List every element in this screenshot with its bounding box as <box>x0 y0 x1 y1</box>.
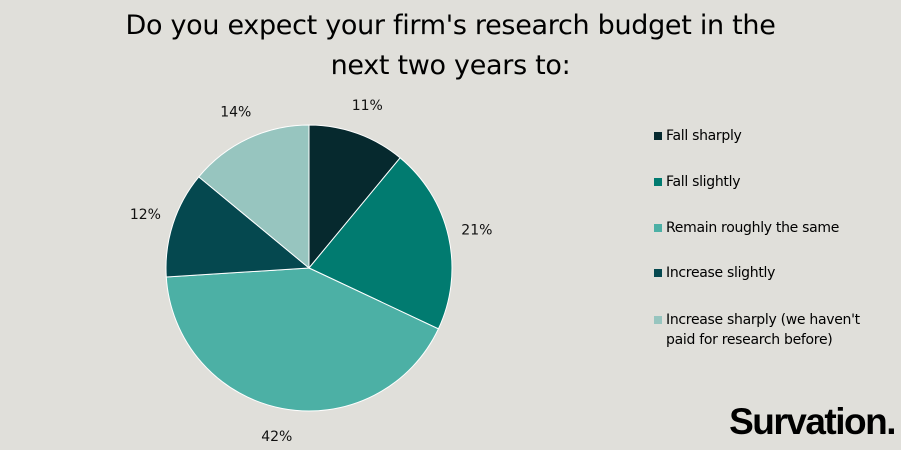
chart-title-line-2: next two years to: <box>330 50 571 81</box>
legend-item-remain-same: Remain roughly the same <box>654 218 894 238</box>
pie-data-label-1: 21% <box>461 222 492 238</box>
pie-data-label-4: 14% <box>220 104 251 120</box>
pie-slice-2 <box>165 267 440 412</box>
legend-swatch-remain-same <box>654 224 662 232</box>
legend-swatch-fall-slightly <box>654 178 662 186</box>
pie-slice-1 <box>308 157 453 330</box>
legend-label-remain-same: Remain roughly the same <box>666 220 840 236</box>
pie-slice-0 <box>308 124 401 270</box>
pie-slice-4 <box>198 124 310 270</box>
legend-item-increase-sharply: Increase sharply (we haven't paid for re… <box>654 310 894 350</box>
legend-label-increase-sharply-line-2: paid for research before) <box>666 332 833 348</box>
legend-swatch-fall-sharply <box>654 132 662 140</box>
legend-label-fall-sharply: Fall sharply <box>666 128 742 144</box>
legend-item-increase-slightly: Increase slightly <box>654 263 894 283</box>
chart-title-line-1: Do you expect your firm's research budge… <box>125 10 776 41</box>
pie-slice-3 <box>165 176 311 278</box>
legend-label-increase-sharply-line-1: Increase sharply (we haven't <box>666 312 860 328</box>
legend-item-fall-sharply: Fall sharply <box>654 126 894 146</box>
legend-label-fall-slightly: Fall slightly <box>666 174 741 190</box>
pie-data-label-0: 11% <box>352 98 383 114</box>
chart-title: Do you expect your firm's research budge… <box>0 6 901 86</box>
legend-swatch-increase-slightly <box>654 269 662 277</box>
legend-swatch-increase-sharply <box>654 316 662 324</box>
pie-data-label-2: 42% <box>261 429 292 445</box>
legend-label-increase-slightly: Increase slightly <box>666 265 776 281</box>
legend-item-fall-slightly: Fall slightly <box>654 172 894 192</box>
survation-logo: Survation. <box>729 401 896 442</box>
pie-data-label-3: 12% <box>130 207 161 223</box>
